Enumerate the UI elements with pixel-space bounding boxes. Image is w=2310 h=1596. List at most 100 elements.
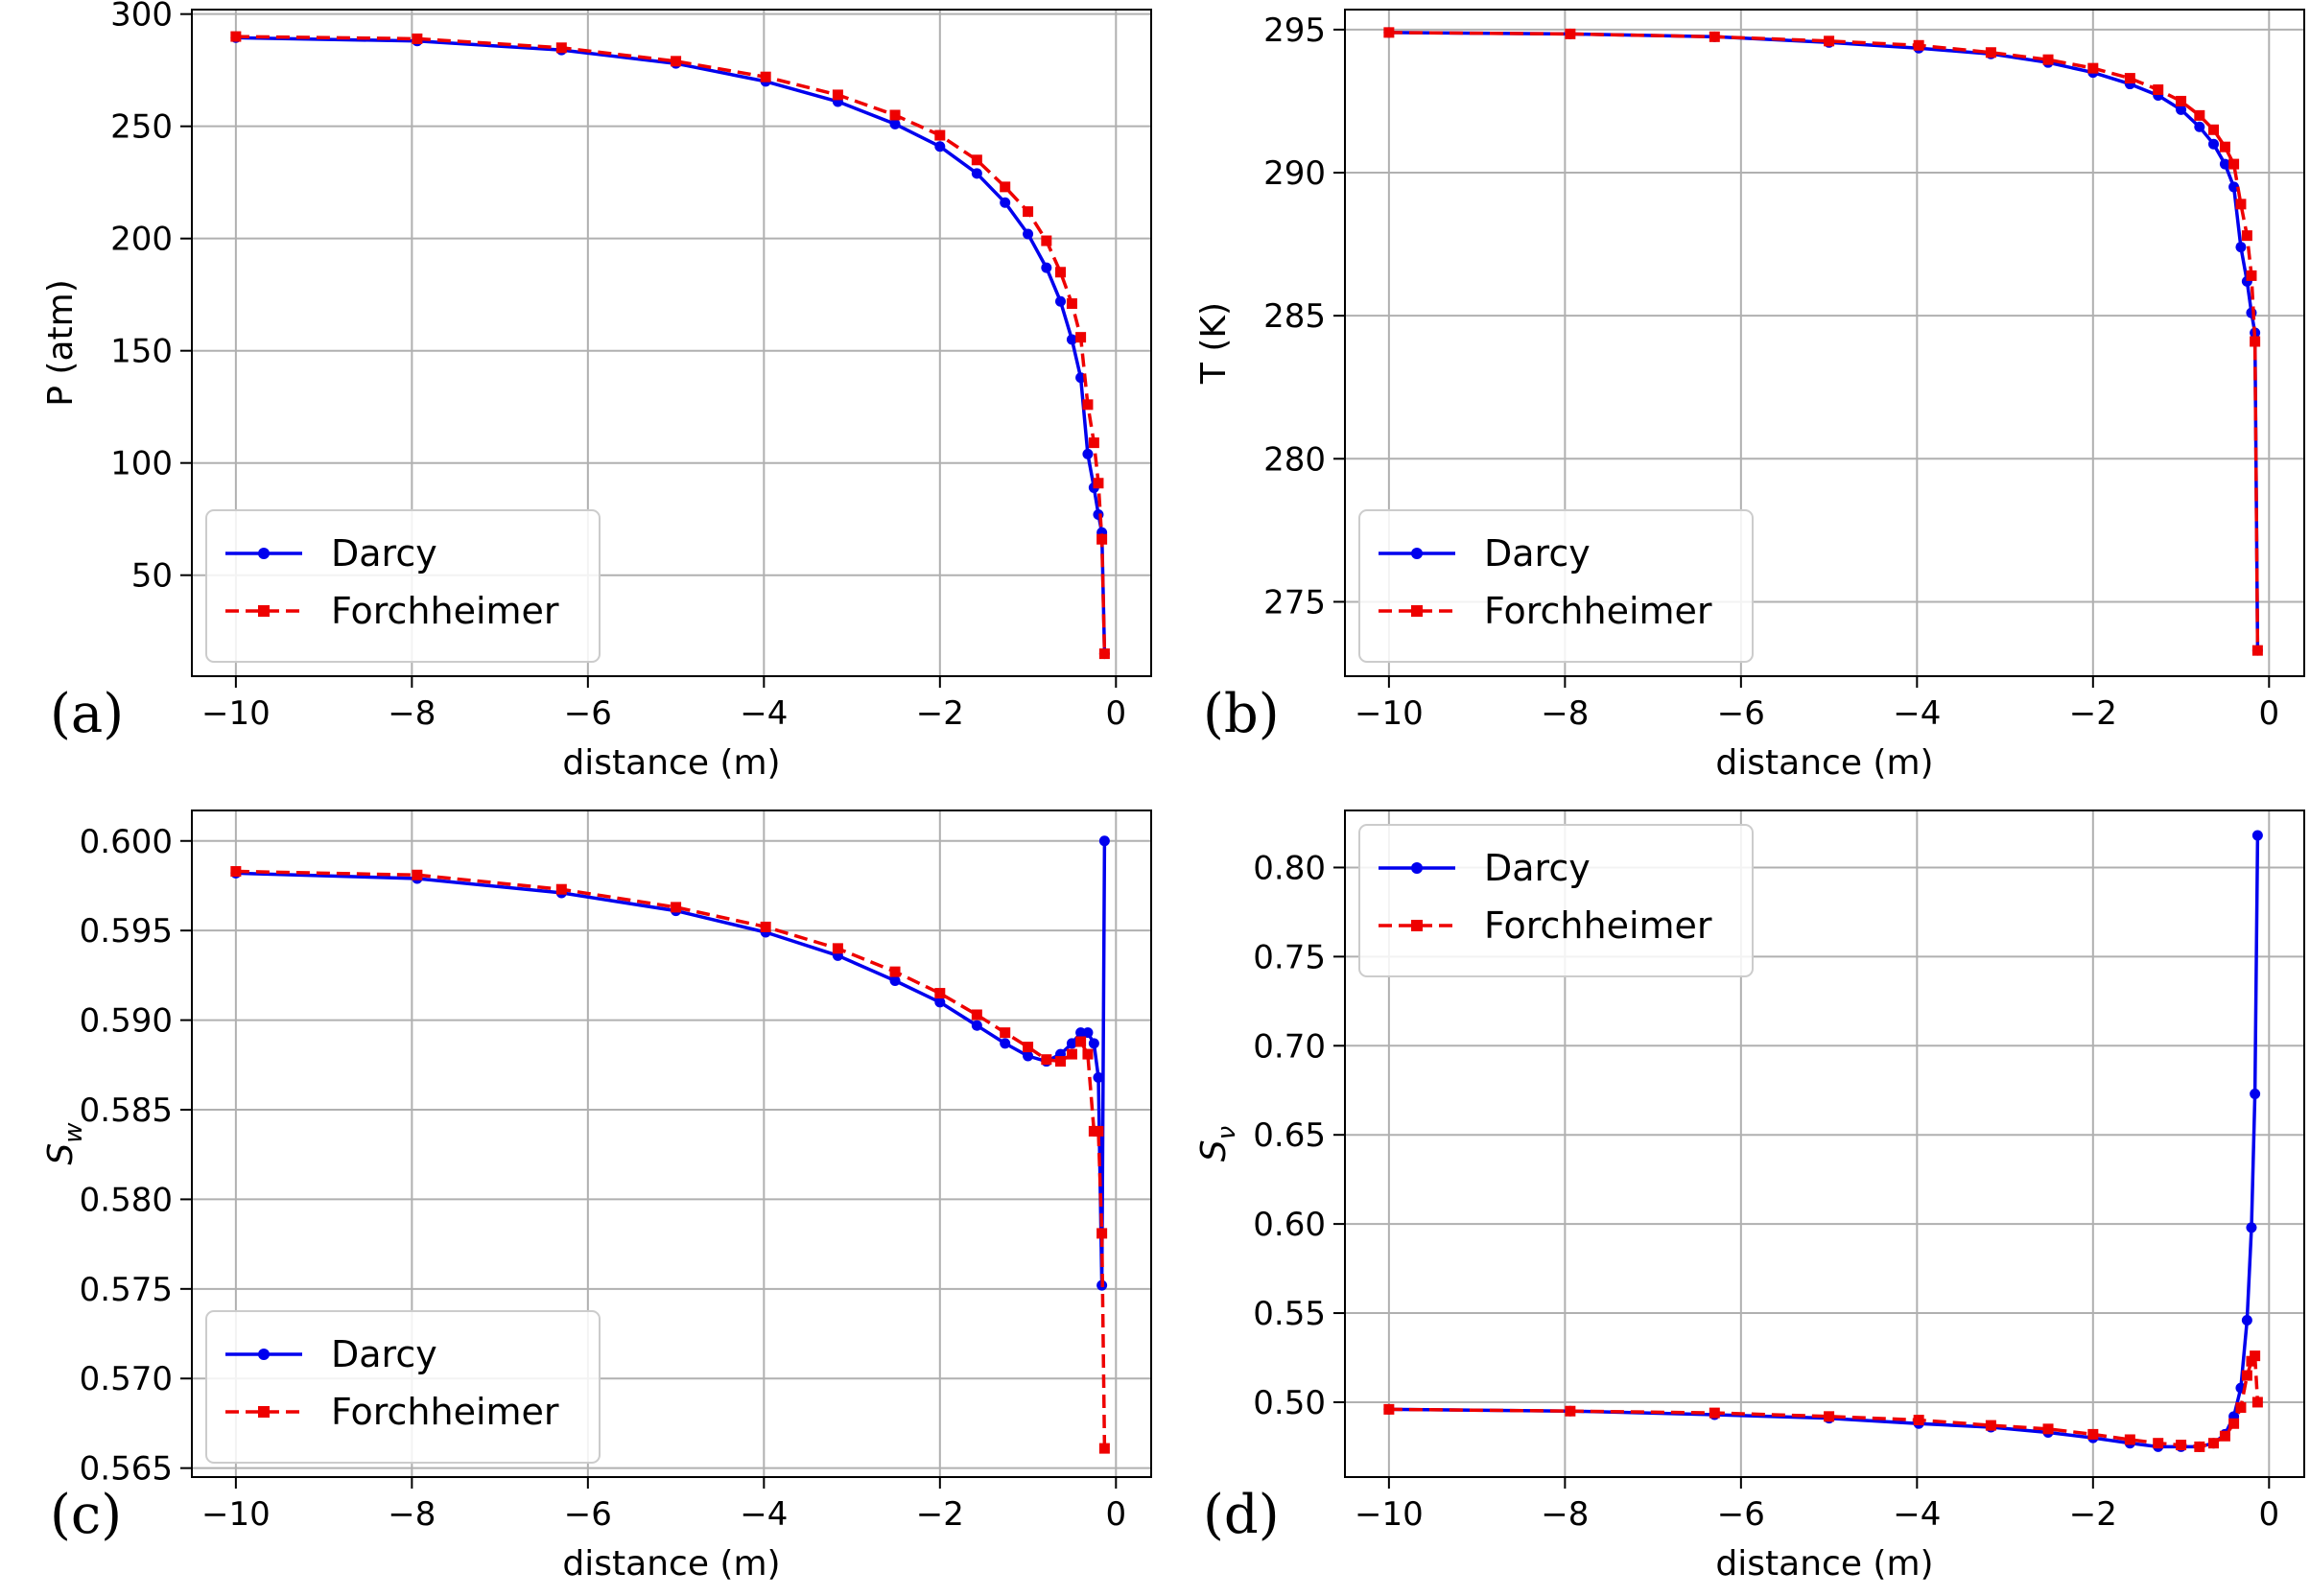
series-line-forchheimer bbox=[235, 35, 1107, 654]
x-tick-label: −2 bbox=[916, 1495, 964, 1534]
point-forchheimer bbox=[1066, 1048, 1077, 1060]
point-forchheimer bbox=[2228, 1418, 2240, 1429]
point-forchheimer bbox=[555, 42, 567, 54]
point-forchheimer bbox=[2194, 109, 2205, 121]
point-darcy bbox=[1088, 1038, 1099, 1049]
legend-label-forchheimer: Forchheimer bbox=[1484, 904, 1712, 947]
point-forchheimer bbox=[412, 33, 423, 44]
point-forchheimer bbox=[832, 943, 843, 954]
x-tick-label: −6 bbox=[564, 1495, 612, 1534]
point-forchheimer bbox=[1098, 648, 1110, 660]
panel-label: (c) bbox=[50, 1484, 122, 1546]
panel-a: −10 −8 −6 −4 −2 0 50 100 150 200 250 300 distance (m… bbox=[41, 0, 1152, 783]
point-forchheimer bbox=[230, 866, 242, 878]
x-tick-label: −2 bbox=[2069, 1495, 2117, 1534]
y-tick-label: 200 bbox=[110, 221, 173, 259]
y-axis-label: P (atm) bbox=[41, 279, 81, 407]
legend-marker-darcy bbox=[1411, 862, 1423, 874]
point-forchheimer bbox=[1093, 478, 1104, 489]
y-tick-label: 285 bbox=[1263, 297, 1326, 336]
point-forchheimer bbox=[1075, 332, 1087, 343]
y-tick-label: 290 bbox=[1263, 154, 1326, 193]
point-forchheimer bbox=[2241, 230, 2252, 242]
series-line-darcy bbox=[235, 35, 1107, 654]
point-darcy bbox=[2235, 242, 2247, 253]
y-tick-label: 0.595 bbox=[80, 912, 173, 951]
panel-c: −10 −8 −6 −4 −2 0 0.565 0.570 0.575 0.580 0.585 0.5… bbox=[41, 810, 1152, 1584]
point-darcy bbox=[1000, 197, 1011, 208]
point-forchheimer bbox=[934, 129, 946, 141]
x-tick-label: −6 bbox=[564, 694, 612, 733]
point-forchheimer bbox=[2246, 270, 2257, 281]
point-forchheimer bbox=[1709, 1407, 1720, 1419]
legend-marker-darcy bbox=[1411, 548, 1423, 559]
point-forchheimer bbox=[1000, 1027, 1011, 1039]
point-forchheimer bbox=[1383, 27, 1395, 38]
y-tick-label: 250 bbox=[110, 108, 173, 147]
point-forchheimer bbox=[1082, 1048, 1094, 1060]
point-forchheimer bbox=[412, 869, 423, 880]
point-darcy bbox=[2208, 138, 2220, 150]
legend-box bbox=[205, 1310, 601, 1464]
point-darcy bbox=[1093, 1071, 1104, 1083]
x-tick-label: −8 bbox=[1541, 1495, 1589, 1534]
point-forchheimer bbox=[2235, 199, 2247, 210]
x-tick-label: 0 bbox=[2258, 1495, 2279, 1534]
y-axis-label: Sw bbox=[41, 1122, 88, 1165]
point-forchheimer bbox=[1709, 31, 1720, 42]
point-forchheimer bbox=[2241, 1370, 2252, 1381]
point-forchheimer bbox=[2251, 1396, 2263, 1408]
point-forchheimer bbox=[2087, 62, 2099, 74]
point-forchheimer bbox=[1985, 1420, 1996, 1431]
legend-marker-darcy bbox=[258, 548, 270, 559]
x-tick-label: 0 bbox=[1105, 694, 1126, 733]
point-forchheimer bbox=[1088, 437, 1099, 449]
point-darcy bbox=[889, 118, 901, 129]
legend-label-forchheimer: Forchheimer bbox=[1484, 590, 1712, 632]
series-line-forchheimer bbox=[1388, 31, 2260, 651]
point-forchheimer bbox=[1082, 399, 1094, 411]
x-tick-label: −10 bbox=[201, 694, 271, 733]
axes-frame bbox=[1344, 810, 2305, 1478]
point-forchheimer bbox=[2153, 84, 2164, 96]
point-forchheimer bbox=[760, 921, 771, 932]
point-darcy bbox=[934, 141, 946, 153]
point-darcy bbox=[2228, 181, 2240, 193]
point-darcy bbox=[2251, 830, 2263, 841]
point-forchheimer bbox=[1985, 47, 1996, 59]
point-forchheimer bbox=[934, 988, 946, 999]
point-darcy bbox=[1041, 262, 1052, 273]
point-forchheimer bbox=[1824, 1411, 1835, 1422]
point-forchheimer bbox=[1075, 1036, 1087, 1047]
legend-label-darcy: Darcy bbox=[331, 1333, 437, 1375]
y-tick-label: 0.585 bbox=[80, 1091, 173, 1130]
point-darcy bbox=[1023, 1050, 1034, 1062]
x-axis-label: distance (m) bbox=[562, 1544, 780, 1584]
y-axis-label: Sν bbox=[1194, 1126, 1241, 1162]
point-forchheimer bbox=[1041, 1054, 1052, 1066]
y-tick-label: 0.60 bbox=[1253, 1206, 1326, 1244]
point-forchheimer bbox=[1096, 1228, 1108, 1239]
point-forchheimer bbox=[2176, 95, 2187, 106]
point-darcy bbox=[1082, 448, 1094, 459]
y-tick-label: 295 bbox=[1263, 12, 1326, 50]
point-darcy bbox=[971, 1020, 982, 1031]
legend-marker-forchheimer bbox=[1411, 920, 1423, 931]
point-forchheimer bbox=[1066, 298, 1077, 310]
point-darcy bbox=[971, 168, 982, 179]
panel-d: −10 −8 −6 −4 −2 0 0.50 0.55 0.60 0.65 0.70 0.75 0.80… bbox=[1194, 810, 2305, 1584]
y-tick-label: 275 bbox=[1263, 583, 1326, 622]
x-tick-label: −4 bbox=[1893, 694, 1941, 733]
point-forchheimer bbox=[971, 1009, 982, 1021]
point-forchheimer bbox=[889, 109, 901, 121]
point-darcy bbox=[1000, 1038, 1011, 1049]
point-forchheimer bbox=[2228, 158, 2240, 170]
point-forchheimer bbox=[2250, 1350, 2261, 1362]
legend-box bbox=[205, 509, 601, 663]
point-forchheimer bbox=[555, 883, 567, 895]
x-tick-label: −10 bbox=[1355, 1495, 1424, 1534]
point-forchheimer bbox=[2042, 1423, 2054, 1435]
y-tick-label: 300 bbox=[110, 0, 173, 35]
point-darcy bbox=[1023, 228, 1034, 240]
panel-label: (b) bbox=[1203, 683, 1280, 745]
